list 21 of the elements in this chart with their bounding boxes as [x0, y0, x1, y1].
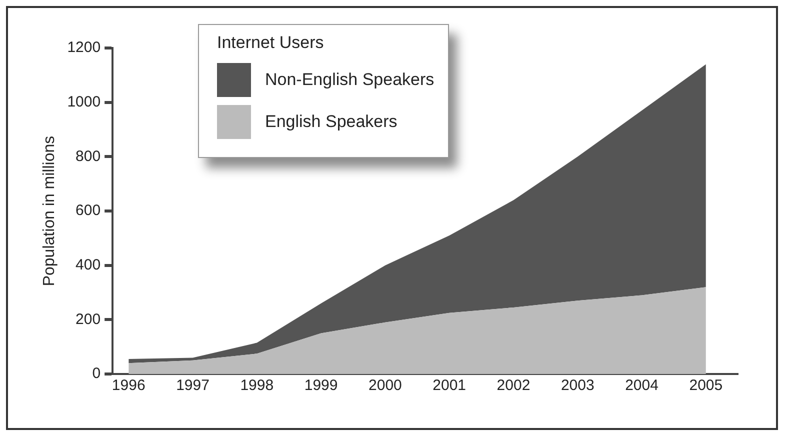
- y-tick-label: 0: [92, 365, 101, 382]
- y-tick-label: 400: [76, 256, 101, 274]
- x-tick-label: 1998: [240, 377, 274, 394]
- y-axis-title: Population in millions: [41, 136, 58, 286]
- y-tick-label: 600: [76, 202, 101, 220]
- y-tick-label: 1200: [67, 39, 101, 56]
- y-tick-label: 200: [76, 310, 101, 328]
- y-tick-label: 1000: [67, 93, 101, 110]
- x-tick-label: 2005: [689, 377, 723, 394]
- x-tick-label: 2003: [560, 377, 594, 394]
- y-tick-label: 800: [76, 148, 101, 165]
- legend-label: English Speakers: [265, 112, 398, 132]
- x-tick-label: 1999: [304, 377, 338, 394]
- x-tick-label: 1996: [112, 377, 146, 394]
- x-tick-label: 1997: [176, 377, 210, 394]
- x-tick-label: 2002: [496, 377, 530, 394]
- x-tick-label: 2001: [432, 377, 466, 394]
- legend-label: Non-English Speakers: [265, 70, 434, 90]
- legend-title: Internet Users: [217, 33, 325, 53]
- x-tick-label: 2004: [625, 377, 658, 394]
- x-tick-label: 2000: [368, 377, 402, 394]
